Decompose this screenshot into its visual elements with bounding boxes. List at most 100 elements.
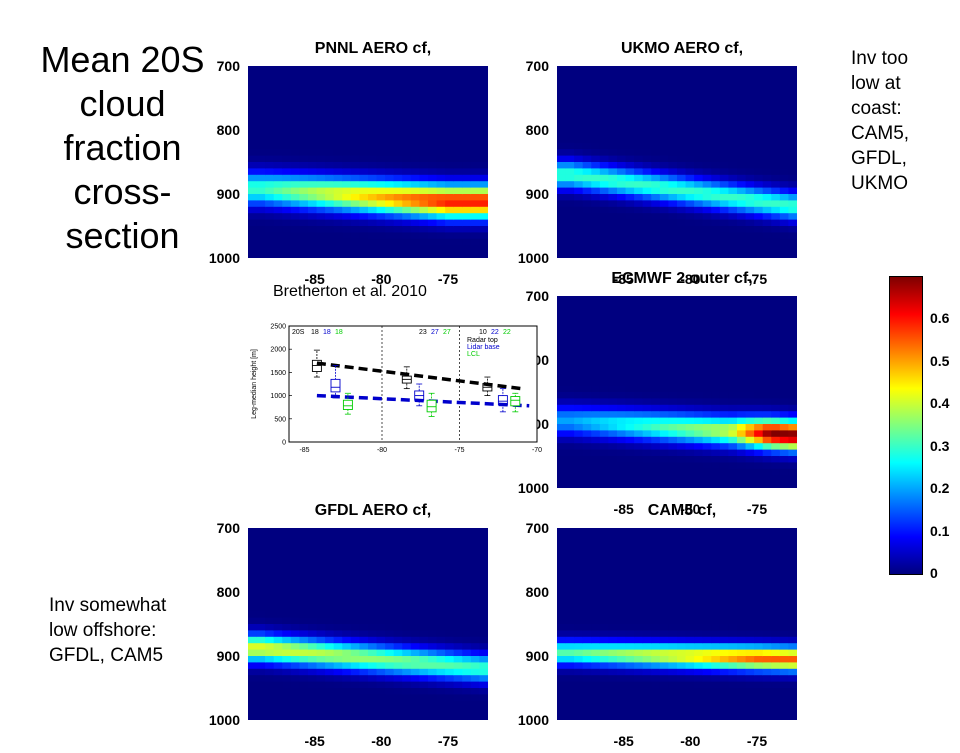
heatmap-cell xyxy=(376,91,386,99)
heatmap-cell xyxy=(608,392,618,399)
heatmap-cell xyxy=(711,302,721,310)
heatmap-cell xyxy=(453,117,463,125)
heatmap-cell xyxy=(771,624,781,631)
heatmap-cell xyxy=(685,136,695,144)
heatmap-cell xyxy=(265,598,275,606)
heatmap-cell xyxy=(410,681,421,689)
heatmap-cell xyxy=(591,136,601,144)
heatmap-cell xyxy=(599,366,610,374)
heatmap-cell xyxy=(290,168,301,176)
heatmap-cell xyxy=(350,213,361,221)
heatmap-cell xyxy=(308,707,318,715)
heatmap-cell xyxy=(591,566,601,574)
heatmap-cell xyxy=(385,181,395,189)
heatmap-cell xyxy=(419,91,429,99)
heatmap-cell xyxy=(762,430,772,438)
heatmap-cell xyxy=(557,404,567,412)
heatmap-cell xyxy=(668,636,678,644)
heatmap-cell xyxy=(350,547,361,555)
heatmap-cell xyxy=(642,226,652,233)
heatmap-cell xyxy=(462,123,472,131)
heatmap-cell xyxy=(642,475,652,483)
heatmap-cell xyxy=(745,392,755,399)
heatmap-cell xyxy=(745,417,755,425)
heatmap-cell xyxy=(273,656,283,663)
heatmap-cell xyxy=(445,611,455,619)
heatmap-cell xyxy=(385,694,395,702)
heatmap-cell xyxy=(316,200,326,208)
heatmap-cell xyxy=(402,630,412,638)
heatmap-cell xyxy=(599,162,610,169)
heatmap-cell xyxy=(410,98,421,105)
heatmap-cell xyxy=(599,98,610,105)
heatmap-cell xyxy=(702,411,712,419)
heatmap-cell xyxy=(702,468,712,476)
heatmap-cell xyxy=(608,245,618,253)
heatmap-cell xyxy=(376,200,386,208)
heatmap-cell xyxy=(737,656,747,663)
heatmap-cell xyxy=(788,534,797,542)
heatmap-cell xyxy=(711,206,721,214)
heatmap-cell xyxy=(248,85,258,93)
heatmap-cell xyxy=(582,78,592,86)
heatmap-cell xyxy=(582,130,592,137)
heatmap-cell xyxy=(453,604,463,612)
heatmap-cell xyxy=(677,688,687,695)
heatmap-cell xyxy=(342,592,352,599)
heatmap-cell xyxy=(745,636,755,644)
heatmap-cell xyxy=(694,142,704,150)
heatmap-cell xyxy=(265,123,275,131)
heatmap-cell xyxy=(350,104,361,112)
heatmap-cell xyxy=(599,449,610,457)
heatmap-cell xyxy=(788,668,797,676)
heatmap-cell xyxy=(642,624,652,631)
heatmap-cell xyxy=(428,585,438,593)
heatmap-cell xyxy=(557,611,567,619)
heatmap-cell xyxy=(557,149,567,157)
heatmap-cell xyxy=(677,443,687,451)
colorbar-tick-label: 0.6 xyxy=(930,310,950,327)
heatmap-cell xyxy=(359,168,369,176)
heatmap-cell xyxy=(779,72,790,80)
heatmap-cell xyxy=(453,707,463,715)
heatmap-cell xyxy=(376,553,386,561)
heatmap-cell xyxy=(325,168,335,176)
heatmap-cell xyxy=(677,123,687,131)
heatmap-cell xyxy=(574,475,584,483)
heatmap-cell xyxy=(290,553,301,561)
heatmap-cell xyxy=(599,462,610,470)
heatmap-cell xyxy=(685,468,695,476)
heatmap-cell xyxy=(436,649,446,657)
heatmap-cell xyxy=(462,194,472,201)
heatmap-cell xyxy=(617,149,627,157)
heatmap-cell xyxy=(779,449,790,457)
heatmap-cell xyxy=(402,700,412,708)
heatmap-cell xyxy=(608,436,618,444)
heatmap-cell xyxy=(282,238,292,246)
heatmap-cell xyxy=(565,366,575,374)
heatmap-cell xyxy=(248,181,258,189)
heatmap-cell xyxy=(711,456,721,463)
heatmap-cell xyxy=(316,681,326,689)
heatmap-cell xyxy=(333,528,343,535)
heatmap-cell xyxy=(608,547,618,555)
heatmap-cell xyxy=(745,168,755,176)
heatmap-cell xyxy=(574,668,584,676)
heatmap-cell xyxy=(754,200,764,208)
heatmap-cell xyxy=(779,142,790,150)
heatmap-cell xyxy=(617,194,627,201)
heatmap-cell xyxy=(565,385,575,393)
heatmap-cell xyxy=(436,219,446,227)
heatmap-cell xyxy=(385,174,395,182)
heatmap-cell xyxy=(694,136,704,144)
heatmap-cell xyxy=(462,585,472,593)
heatmap-cell xyxy=(685,372,695,380)
heatmap-cell xyxy=(342,560,352,567)
heatmap-cell xyxy=(290,251,301,258)
heatmap-cell xyxy=(651,456,661,463)
heatmap-cell xyxy=(419,78,429,86)
heatmap-cell xyxy=(299,117,309,125)
heatmap-cell xyxy=(470,123,481,131)
heatmap-cell xyxy=(591,668,601,676)
heatmap-cell xyxy=(651,617,661,625)
